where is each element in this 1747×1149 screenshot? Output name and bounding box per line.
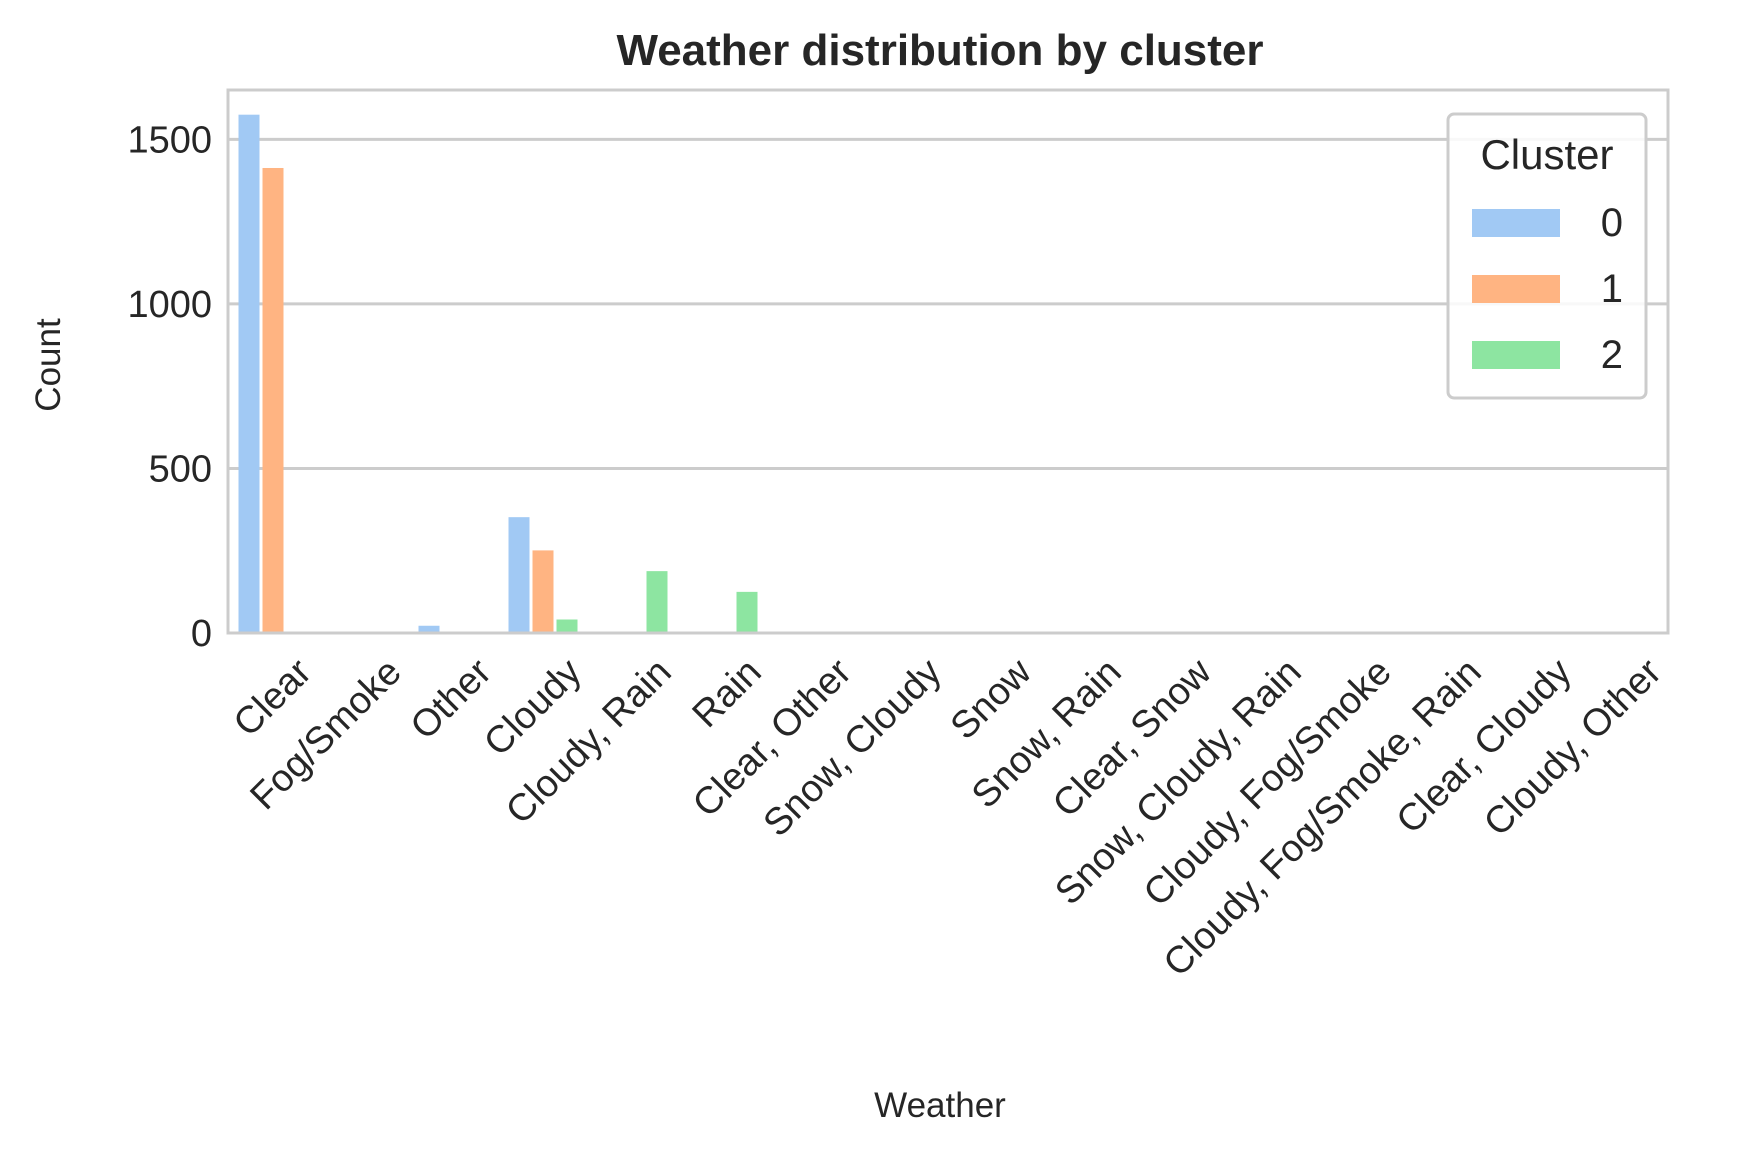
legend-items: 0 1 2 <box>1472 201 1623 377</box>
legend: Cluster 0 1 2 <box>1446 112 1648 400</box>
y-axis-label: Count <box>29 318 68 412</box>
bar <box>262 167 284 633</box>
bar <box>508 517 530 633</box>
bar <box>646 571 668 633</box>
legend-swatch <box>1472 209 1560 237</box>
y-tick-label: 1000 <box>127 284 212 326</box>
chart-title: Weather distribution by cluster <box>616 26 1263 75</box>
legend-label: 1 <box>1601 267 1623 311</box>
y-tick-labels: 0 500 1000 1500 <box>127 119 212 655</box>
legend-box <box>1446 112 1648 400</box>
plot-frame <box>226 88 1670 635</box>
bar <box>556 619 578 633</box>
x-axis-label: Weather <box>874 1086 1006 1125</box>
legend-title: Cluster <box>1480 131 1613 178</box>
y-tick-label: 500 <box>149 448 212 490</box>
bar <box>736 591 758 633</box>
bars <box>238 114 1634 633</box>
legend-label: 2 <box>1601 333 1623 377</box>
legend-swatch <box>1472 275 1560 303</box>
bar <box>238 114 260 633</box>
legend-swatch <box>1472 341 1560 369</box>
bar <box>418 625 440 633</box>
y-tick-label: 1500 <box>127 119 212 161</box>
bar <box>532 550 554 633</box>
y-tick-label: 0 <box>191 613 212 655</box>
legend-label: 0 <box>1601 201 1623 245</box>
